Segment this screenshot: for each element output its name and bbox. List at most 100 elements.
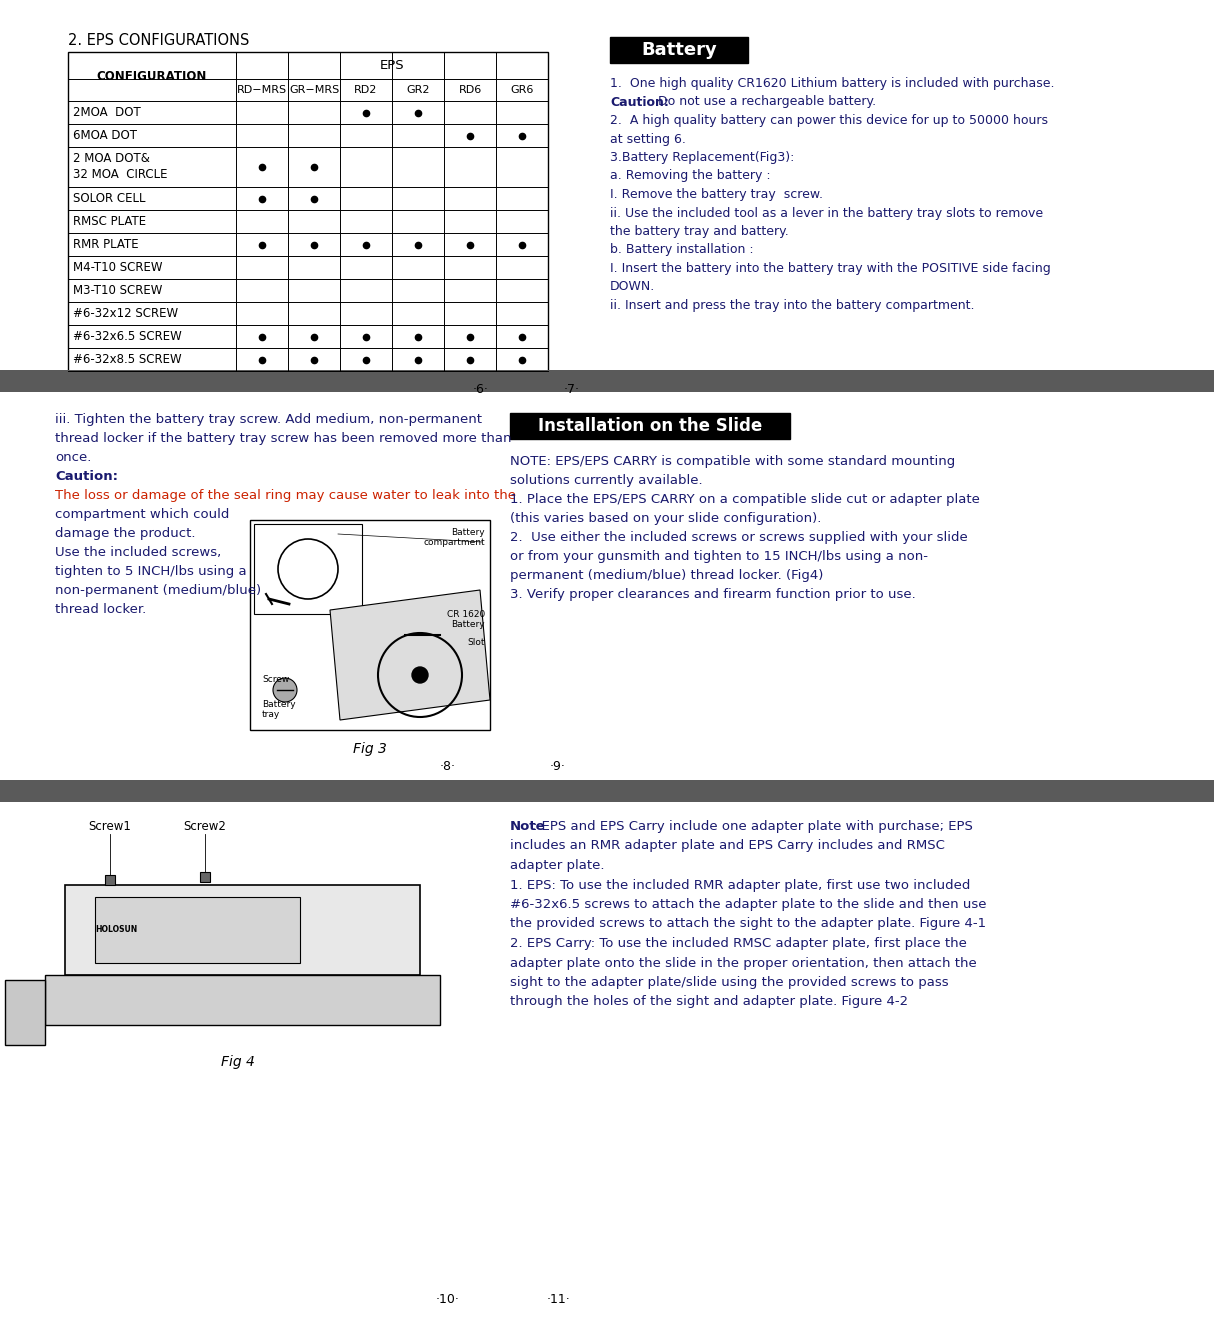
Text: RD6: RD6 <box>459 85 482 95</box>
Text: non-permanent (medium/blue): non-permanent (medium/blue) <box>55 583 261 597</box>
Text: b. Battery installation :: b. Battery installation : <box>609 243 754 257</box>
Text: HOLOSUN: HOLOSUN <box>95 926 137 934</box>
Text: the provided screws to attach the sight to the adapter plate. Figure 4-1: the provided screws to attach the sight … <box>510 917 986 930</box>
Text: Screw: Screw <box>262 675 289 684</box>
Text: Screw1: Screw1 <box>89 820 131 833</box>
Text: ·10·: ·10· <box>436 1293 460 1306</box>
Text: DOWN.: DOWN. <box>609 280 656 294</box>
Text: ·8·: ·8· <box>439 759 456 773</box>
Text: 2. EPS Carry: To use the included RMSC adapter plate, first place the: 2. EPS Carry: To use the included RMSC a… <box>510 937 966 950</box>
Text: 32 MOA  CIRCLE: 32 MOA CIRCLE <box>73 168 168 181</box>
Text: Caution:: Caution: <box>609 95 669 108</box>
Text: 2 MOA DOT&: 2 MOA DOT& <box>73 152 149 165</box>
Text: adapter plate.: adapter plate. <box>510 859 605 872</box>
Text: tighten to 5 INCH/lbs using a: tighten to 5 INCH/lbs using a <box>55 565 246 578</box>
Text: 1.  One high quality CR1620 Lithium battery is included with purchase.: 1. One high quality CR1620 Lithium batte… <box>609 77 1055 90</box>
Text: 1. EPS: To use the included RMR adapter plate, first use two included: 1. EPS: To use the included RMR adapter … <box>510 878 970 892</box>
Text: includes an RMR adapter plate and EPS Carry includes and RMSC: includes an RMR adapter plate and EPS Ca… <box>510 840 944 852</box>
Text: ii. Use the included tool as a lever in the battery tray slots to remove: ii. Use the included tool as a lever in … <box>609 206 1043 220</box>
Text: at setting 6.: at setting 6. <box>609 132 686 146</box>
Text: Note: Note <box>510 820 545 833</box>
Text: compartment: compartment <box>424 538 486 546</box>
Text: 2.  Use either the included screws or screws supplied with your slide: 2. Use either the included screws or scr… <box>510 531 968 544</box>
Polygon shape <box>66 885 420 975</box>
Text: #6-32x8.5 SCREW: #6-32x8.5 SCREW <box>73 353 182 366</box>
Text: RMR PLATE: RMR PLATE <box>73 238 138 251</box>
Text: #6-32x6.5 screws to attach the adapter plate to the slide and then use: #6-32x6.5 screws to attach the adapter p… <box>510 898 987 912</box>
Text: RD2: RD2 <box>354 85 378 95</box>
FancyBboxPatch shape <box>609 37 748 64</box>
Text: RMSC PLATE: RMSC PLATE <box>73 216 146 228</box>
Text: 6MOA DOT: 6MOA DOT <box>73 130 137 142</box>
Text: 1. Place the EPS/EPS CARRY on a compatible slide cut or adapter plate: 1. Place the EPS/EPS CARRY on a compatib… <box>510 493 980 505</box>
Text: M4-T10 SCREW: M4-T10 SCREW <box>73 261 163 274</box>
Circle shape <box>412 667 429 683</box>
Bar <box>254 524 362 614</box>
Text: through the holes of the sight and adapter plate. Figure 4-2: through the holes of the sight and adapt… <box>510 995 908 1008</box>
Text: 2.  A high quality battery can power this device for up to 50000 hours: 2. A high quality battery can power this… <box>609 114 1048 127</box>
Text: adapter plate onto the slide in the proper orientation, then attach the: adapter plate onto the slide in the prop… <box>510 957 977 970</box>
Text: EPS: EPS <box>380 60 404 71</box>
Circle shape <box>273 677 297 703</box>
Polygon shape <box>5 980 45 1045</box>
Text: compartment which could: compartment which could <box>55 508 229 521</box>
Text: GR2: GR2 <box>407 85 430 95</box>
Text: Battery: Battery <box>452 528 486 537</box>
Text: The loss or damage of the seal ring may cause water to leak into the: The loss or damage of the seal ring may … <box>55 490 516 501</box>
Text: damage the product.: damage the product. <box>55 527 195 540</box>
Text: GR−MRS: GR−MRS <box>289 85 339 95</box>
Text: thread locker if the battery tray screw has been removed more than: thread locker if the battery tray screw … <box>55 433 511 445</box>
Text: a. Removing the battery :: a. Removing the battery : <box>609 169 771 183</box>
Text: ii. Insert and press the tray into the battery compartment.: ii. Insert and press the tray into the b… <box>609 299 975 312</box>
Text: Fig 4: Fig 4 <box>221 1054 255 1069</box>
Text: Slot: Slot <box>467 638 486 647</box>
Bar <box>0 370 1214 392</box>
Bar <box>250 520 490 730</box>
Text: (this varies based on your slide configuration).: (this varies based on your slide configu… <box>510 512 822 525</box>
Bar <box>68 52 548 370</box>
Polygon shape <box>330 590 490 720</box>
Text: 3.Battery Replacement(Fig3):: 3.Battery Replacement(Fig3): <box>609 151 794 164</box>
Text: iii. Tighten the battery tray screw. Add medium, non-permanent: iii. Tighten the battery tray screw. Add… <box>55 413 482 426</box>
Text: GR6: GR6 <box>510 85 534 95</box>
Text: 2MOA  DOT: 2MOA DOT <box>73 106 141 119</box>
Text: permanent (medium/blue) thread locker. (Fig4): permanent (medium/blue) thread locker. (… <box>510 569 823 582</box>
Text: Installation on the Slide: Installation on the Slide <box>538 417 762 435</box>
Text: sight to the adapter plate/slide using the provided screws to pass: sight to the adapter plate/slide using t… <box>510 976 948 990</box>
Text: Fig 3: Fig 3 <box>353 742 387 755</box>
Text: Do not use a rechargeable battery.: Do not use a rechargeable battery. <box>654 95 877 108</box>
Text: Caution:: Caution: <box>55 470 118 483</box>
Text: M3-T10 SCREW: M3-T10 SCREW <box>73 284 163 296</box>
Text: CR 1620: CR 1620 <box>447 610 486 619</box>
Text: tray: tray <box>262 710 280 718</box>
Text: or from your gunsmith and tighten to 15 INCH/lbs using a non-: or from your gunsmith and tighten to 15 … <box>510 550 927 564</box>
Text: #6-32x12 SCREW: #6-32x12 SCREW <box>73 307 178 320</box>
Text: I. Insert the battery into the battery tray with the POSITIVE side facing: I. Insert the battery into the battery t… <box>609 262 1051 275</box>
Text: Battery: Battery <box>262 700 296 709</box>
Text: ·6·: ·6· <box>473 382 489 396</box>
Text: the battery tray and battery.: the battery tray and battery. <box>609 225 789 238</box>
Text: Battery: Battery <box>452 620 486 628</box>
Text: 3. Verify proper clearances and firearm function prior to use.: 3. Verify proper clearances and firearm … <box>510 587 915 601</box>
Text: thread locker.: thread locker. <box>55 603 146 617</box>
Text: ·9·: ·9· <box>550 759 566 773</box>
Text: Battery: Battery <box>641 41 717 60</box>
Text: SOLOR CELL: SOLOR CELL <box>73 192 146 205</box>
Text: #6-32x6.5 SCREW: #6-32x6.5 SCREW <box>73 329 182 343</box>
Text: NOTE: EPS/EPS CARRY is compatible with some standard mounting: NOTE: EPS/EPS CARRY is compatible with s… <box>510 455 955 468</box>
Text: RD−MRS: RD−MRS <box>237 85 287 95</box>
Bar <box>510 413 790 439</box>
Bar <box>0 781 1214 802</box>
Text: CONFIGURATION: CONFIGURATION <box>97 70 208 83</box>
Polygon shape <box>95 897 300 963</box>
Text: ·11·: ·11· <box>546 1293 569 1306</box>
Text: ·7·: ·7· <box>565 382 580 396</box>
Text: 2. EPS CONFIGURATIONS: 2. EPS CONFIGURATIONS <box>68 33 249 48</box>
Text: Use the included screws,: Use the included screws, <box>55 546 221 560</box>
Text: : EPS and EPS Carry include one adapter plate with purchase; EPS: : EPS and EPS Carry include one adapter … <box>533 820 974 833</box>
Polygon shape <box>45 975 439 1025</box>
Text: Screw2: Screw2 <box>183 820 227 833</box>
Text: solutions currently available.: solutions currently available. <box>510 474 703 487</box>
Text: I. Remove the battery tray  screw.: I. Remove the battery tray screw. <box>609 188 823 201</box>
Text: once.: once. <box>55 451 91 464</box>
